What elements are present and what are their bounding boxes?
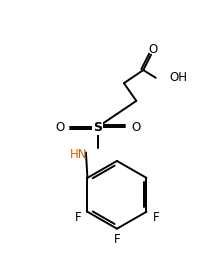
Text: F: F: [75, 211, 81, 224]
Text: OH: OH: [170, 71, 188, 84]
Text: S: S: [93, 121, 102, 134]
Text: F: F: [114, 233, 120, 246]
Text: O: O: [131, 121, 140, 134]
Text: O: O: [149, 43, 158, 56]
Text: O: O: [55, 121, 64, 134]
Text: F: F: [153, 211, 159, 224]
Text: HN: HN: [69, 147, 87, 161]
